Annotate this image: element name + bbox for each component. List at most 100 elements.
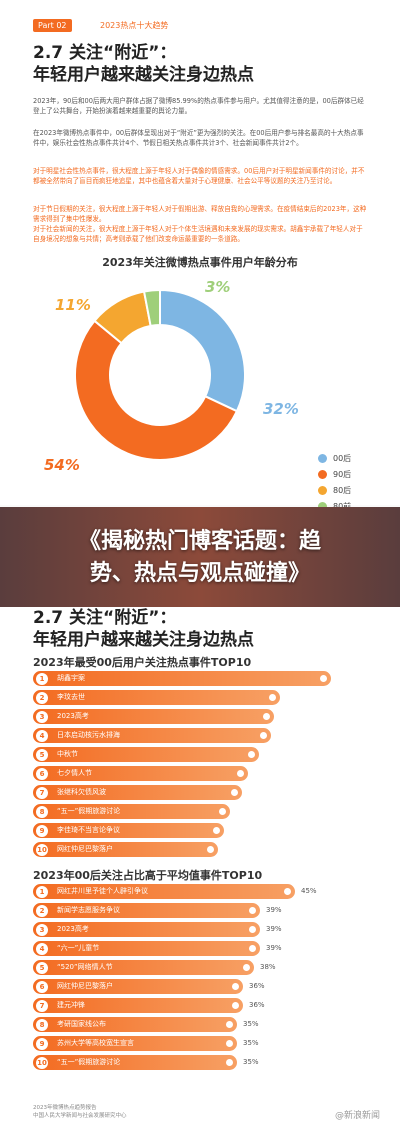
bar-label: “520”网络情人节 [57,963,113,971]
rank-badge: 1 [36,672,48,685]
bar-label: 新闻学志愿服务争议 [57,906,120,914]
part-tag: Part 02 [33,19,72,32]
pie-label-00: 32% [263,400,299,418]
bar-end-dot [207,846,214,853]
bar-end-dot [219,808,226,815]
paragraph-2: 在2023年微博热点事件中，00后群体呈现出对于“附近”更为强烈的关注。在00后… [33,129,364,147]
legend-swatch [318,501,327,511]
bottom-section-subtitle: 年轻用户越来越关注身边热点 [33,630,254,650]
bar [33,979,243,994]
bar-value: 35% [243,1058,259,1066]
report-page-bottom: 2.7 关注“附近”： 年轻用户越来越关注身边热点 2023年最受00后用户关注… [0,607,400,1131]
bar-label: 网红仲尼巴黎落户 [57,982,113,990]
legend-swatch [318,469,327,479]
pie-label-80: 11% [55,296,91,314]
bar-label: 日本启动核污水排海 [57,731,120,739]
bar-label: 中秋节 [57,750,78,758]
legend-swatch [318,485,327,495]
pie-label-90: 54% [44,456,80,474]
rank-badge: 3 [36,710,48,723]
age-distribution-donut [74,288,246,461]
bar [33,960,254,975]
bar-end-dot [260,732,267,739]
bar-value: 35% [243,1020,259,1028]
bar [33,823,224,838]
bar-label: 2023高考 [57,712,89,720]
bar-end-dot [232,1002,239,1009]
section-title: 2.7 关注“附近”： [33,43,177,63]
bar-end-dot [226,1059,233,1066]
bar-end-dot [263,713,270,720]
bar-label: 网红仲尼巴黎落户 [57,845,113,853]
bar [33,941,260,956]
bar-value: 38% [260,963,276,971]
bar-label: 张继科欠债风波 [57,788,106,796]
bar-end-dot [243,964,250,971]
bar-label: 七夕情人节 [57,769,92,777]
bar-label: 胡鑫宇案 [57,674,85,682]
paragraph-3: 对于明星社会性热点事件，很大程度上源于年轻人对于偶像的情感需求。00后用户对于明… [33,167,365,185]
banner-title-line2: 势、热点与观点碰撞》 [89,561,310,586]
rank-badge: 8 [36,1018,48,1031]
bar [33,671,331,686]
legend-label: 80后 [333,485,352,495]
rank-badge: 10 [36,843,48,856]
legend-swatch [318,453,327,463]
bar-label: “五一”假期旅游讨论 [57,1058,121,1066]
rank-badge: 7 [36,999,48,1012]
rank-badge: 9 [36,1037,48,1050]
bar-value: 35% [243,1039,259,1047]
bar-value: 36% [249,1001,265,1009]
bar-value: 39% [266,906,282,914]
chart-title: 2023年关注微博热点事件用户年龄分布 [102,256,298,269]
bar-value: 39% [266,925,282,933]
bar-end-dot [237,770,244,777]
bar [33,1017,237,1032]
bar-end-dot [213,827,220,834]
rank-badge: 9 [36,824,48,837]
bar-label: “五一”假期旅游讨论 [57,807,121,815]
bar-end-dot [249,945,256,952]
report-page-top: Part 02 2023热点十大趋势 2.7 关注“附近”： 年轻用户越来越关注… [0,0,400,511]
bar [33,747,259,762]
pie-label-pre80: 3% [205,278,231,296]
bar-label: 考研国家线公布 [57,1020,106,1028]
legend-label: 90后 [333,469,352,479]
bar-end-dot [320,675,327,682]
bar-end-dot [269,694,276,701]
rank-badge: 3 [36,923,48,936]
bar [33,804,230,819]
rank-badge: 2 [36,691,48,704]
bar-end-dot [232,983,239,990]
bar-end-dot [249,926,256,933]
rank-badge: 7 [36,786,48,799]
rank-badge: 8 [36,805,48,818]
legend-item-1: 90后 [318,466,351,482]
bar [33,1055,237,1070]
bar [33,922,260,937]
bar-value: 45% [301,887,317,895]
bar-value: 39% [266,944,282,952]
rank-badge: 6 [36,767,48,780]
bar [33,709,274,724]
list1-title: 2023年最受00后用户关注热点事件TOP10 [33,656,252,669]
rank-badge: 2 [36,904,48,917]
bar [33,998,243,1013]
bar [33,728,271,743]
legend-label: 00后 [333,453,352,463]
bar [33,884,295,899]
bar-label: 苏州大学等高校宽生宣言 [57,1039,134,1047]
legend-item-2: 80后 [318,482,351,498]
bar-end-dot [249,907,256,914]
bar-end-dot [226,1040,233,1047]
bar [33,785,242,800]
article-banner: 《揭秘热门博客话题：趋 势、热点与观点碰撞》 [0,507,400,607]
banner-title-line1: 《揭秘热门博客话题：趋 [78,529,321,554]
bar [33,690,280,705]
rank-badge: 4 [36,729,48,742]
donut-slice-3 [142,288,161,328]
bar-end-dot [284,888,291,895]
source-note: 2023年微博热点趋势报告 中国人民大学新闻与社会发展研究中心 [33,1105,127,1119]
bar-end-dot [248,751,255,758]
rank-badge: 5 [36,961,48,974]
